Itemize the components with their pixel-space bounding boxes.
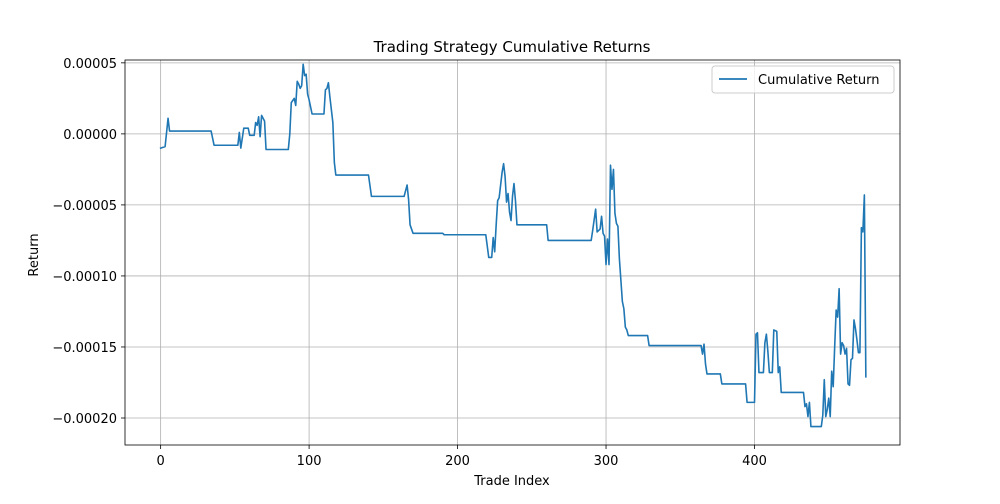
y-tick-label: −0.00015 xyxy=(52,341,117,356)
x-tick-label: 200 xyxy=(445,454,470,469)
y-tick-label: −0.00005 xyxy=(52,199,117,214)
y-tick-label: 0.00000 xyxy=(63,128,117,143)
series-layer xyxy=(159,63,867,428)
x-tick-label: 100 xyxy=(297,454,322,469)
x-axis-label: Trade Index xyxy=(473,474,550,489)
y-tick-label: −0.00020 xyxy=(52,412,117,427)
x-tick-label: 400 xyxy=(742,454,767,469)
y-axis-label: Return xyxy=(27,233,42,276)
x-axis: 0 100 200 300 400 xyxy=(156,445,767,469)
x-tick-label: 300 xyxy=(594,454,619,469)
y-tick-label: 0.00005 xyxy=(63,57,117,72)
plot-frame xyxy=(124,59,901,446)
legend-box xyxy=(711,65,895,94)
series-line-cumulative-return xyxy=(159,63,867,428)
legend: Cumulative Return xyxy=(711,65,895,94)
y-axis: 0.00005 0.00000 −0.00005 −0.00010 −0.00015 −0… xyxy=(52,57,125,427)
legend-label: Cumulative Return xyxy=(758,73,879,88)
chart-title: Trading Strategy Cumulative Returns xyxy=(373,38,651,56)
x-tick-label: 0 xyxy=(156,454,164,469)
axes-frame xyxy=(124,59,901,446)
y-tick-label: −0.00010 xyxy=(52,270,117,285)
grid xyxy=(125,60,900,445)
